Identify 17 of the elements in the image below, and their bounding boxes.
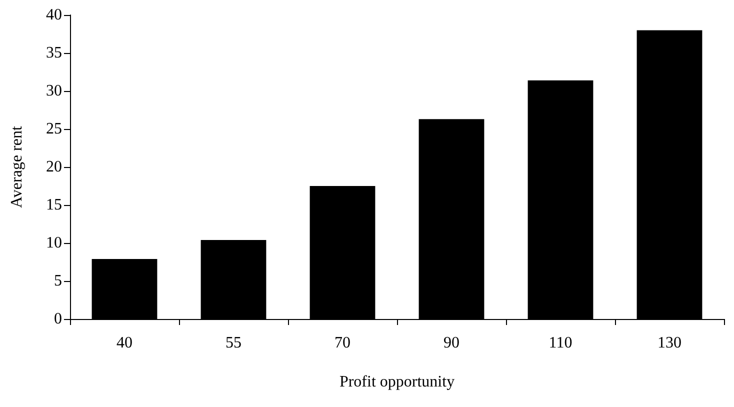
x-tick-label: 130	[658, 334, 682, 352]
x-tick-label: 110	[548, 334, 572, 352]
y-tick-label: 20	[46, 158, 62, 176]
y-tick-label: 10	[46, 234, 62, 252]
y-tick-label: 35	[46, 44, 62, 62]
y-tick-label: 25	[46, 120, 62, 138]
y-tick-label: 0	[54, 310, 62, 328]
y-tick-label: 30	[46, 82, 62, 100]
x-tick-label: 55	[226, 334, 242, 352]
x-tick-label: 90	[444, 334, 460, 352]
x-tick-label: 70	[334, 334, 350, 352]
y-tick-label: 40	[46, 6, 62, 24]
y-tick-label: 5	[54, 272, 62, 290]
y-axis-title: Average rent	[8, 126, 26, 208]
y-tick-label: 15	[46, 196, 62, 214]
x-axis-title: Profit opportunity	[339, 374, 455, 390]
x-tick-label: 40	[116, 334, 132, 352]
